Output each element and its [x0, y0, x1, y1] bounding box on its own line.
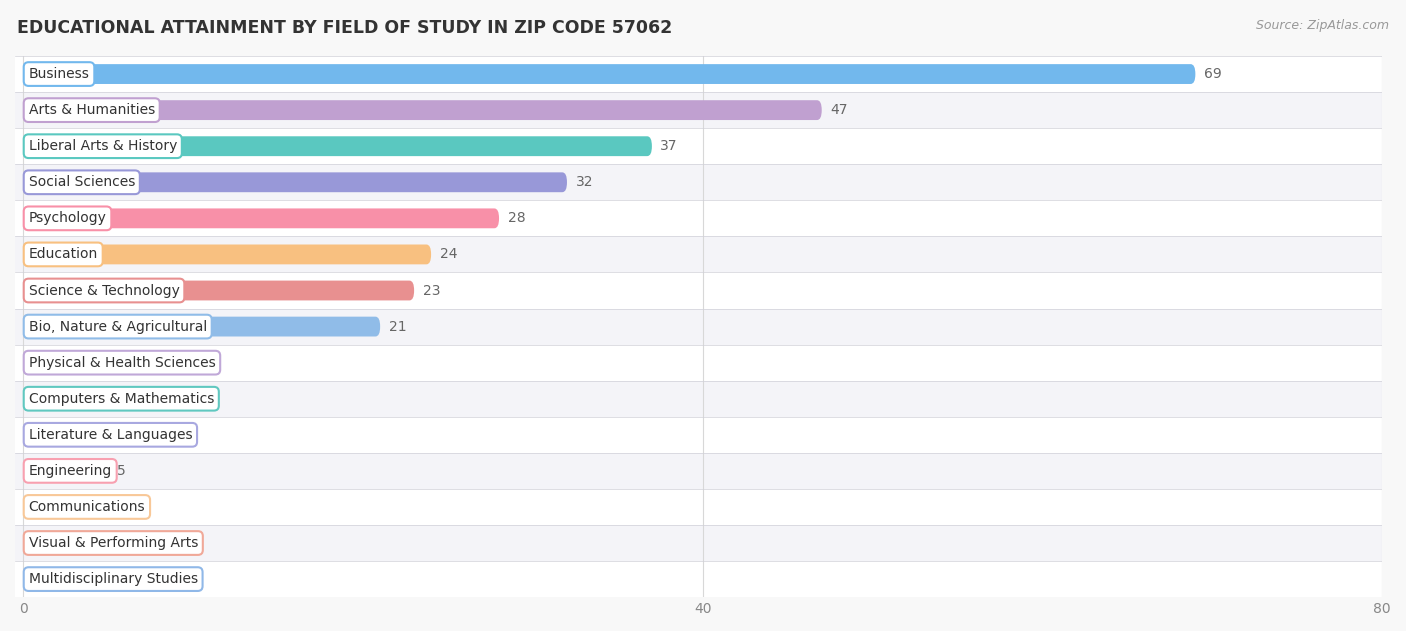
Text: 0: 0	[32, 572, 41, 586]
FancyBboxPatch shape	[24, 389, 142, 409]
Text: 32: 32	[575, 175, 593, 189]
FancyBboxPatch shape	[24, 497, 75, 517]
Text: Computers & Mathematics: Computers & Mathematics	[28, 392, 214, 406]
Text: Science & Technology: Science & Technology	[28, 283, 180, 297]
FancyBboxPatch shape	[0, 525, 1406, 561]
Text: Physical & Health Sciences: Physical & Health Sciences	[28, 356, 215, 370]
FancyBboxPatch shape	[24, 100, 821, 120]
FancyBboxPatch shape	[24, 461, 108, 481]
Text: Psychology: Psychology	[28, 211, 107, 225]
Text: 37: 37	[661, 139, 678, 153]
Text: Liberal Arts & History: Liberal Arts & History	[28, 139, 177, 153]
FancyBboxPatch shape	[0, 453, 1406, 489]
Text: Literature & Languages: Literature & Languages	[28, 428, 193, 442]
FancyBboxPatch shape	[0, 345, 1406, 380]
Text: 10: 10	[202, 356, 219, 370]
Text: 5: 5	[117, 464, 125, 478]
Text: Multidisciplinary Studies: Multidisciplinary Studies	[28, 572, 198, 586]
Text: 69: 69	[1204, 67, 1222, 81]
FancyBboxPatch shape	[0, 200, 1406, 237]
FancyBboxPatch shape	[0, 416, 1406, 453]
FancyBboxPatch shape	[24, 425, 142, 445]
Text: 1: 1	[49, 536, 58, 550]
Text: 23: 23	[423, 283, 440, 297]
Text: 3: 3	[83, 500, 91, 514]
FancyBboxPatch shape	[24, 208, 499, 228]
Text: 47: 47	[830, 103, 848, 117]
Text: 7: 7	[150, 392, 160, 406]
FancyBboxPatch shape	[24, 136, 652, 156]
FancyBboxPatch shape	[24, 317, 380, 336]
FancyBboxPatch shape	[0, 92, 1406, 128]
FancyBboxPatch shape	[0, 561, 1406, 597]
FancyBboxPatch shape	[24, 533, 41, 553]
Text: 21: 21	[388, 319, 406, 334]
Text: Communications: Communications	[28, 500, 145, 514]
FancyBboxPatch shape	[0, 237, 1406, 273]
Text: Source: ZipAtlas.com: Source: ZipAtlas.com	[1256, 19, 1389, 32]
FancyBboxPatch shape	[24, 281, 415, 300]
FancyBboxPatch shape	[24, 353, 194, 372]
FancyBboxPatch shape	[0, 273, 1406, 309]
FancyBboxPatch shape	[0, 164, 1406, 200]
FancyBboxPatch shape	[24, 172, 567, 192]
FancyBboxPatch shape	[0, 56, 1406, 92]
FancyBboxPatch shape	[0, 489, 1406, 525]
Text: Arts & Humanities: Arts & Humanities	[28, 103, 155, 117]
Text: 7: 7	[150, 428, 160, 442]
Text: Visual & Performing Arts: Visual & Performing Arts	[28, 536, 198, 550]
Text: 24: 24	[440, 247, 457, 261]
Text: Social Sciences: Social Sciences	[28, 175, 135, 189]
FancyBboxPatch shape	[0, 309, 1406, 345]
Text: Business: Business	[28, 67, 90, 81]
FancyBboxPatch shape	[24, 64, 1195, 84]
FancyBboxPatch shape	[24, 244, 432, 264]
Text: Engineering: Engineering	[28, 464, 112, 478]
Text: Bio, Nature & Agricultural: Bio, Nature & Agricultural	[28, 319, 207, 334]
FancyBboxPatch shape	[0, 380, 1406, 416]
Text: EDUCATIONAL ATTAINMENT BY FIELD OF STUDY IN ZIP CODE 57062: EDUCATIONAL ATTAINMENT BY FIELD OF STUDY…	[17, 19, 672, 37]
Text: 28: 28	[508, 211, 526, 225]
Text: Education: Education	[28, 247, 98, 261]
FancyBboxPatch shape	[0, 128, 1406, 164]
